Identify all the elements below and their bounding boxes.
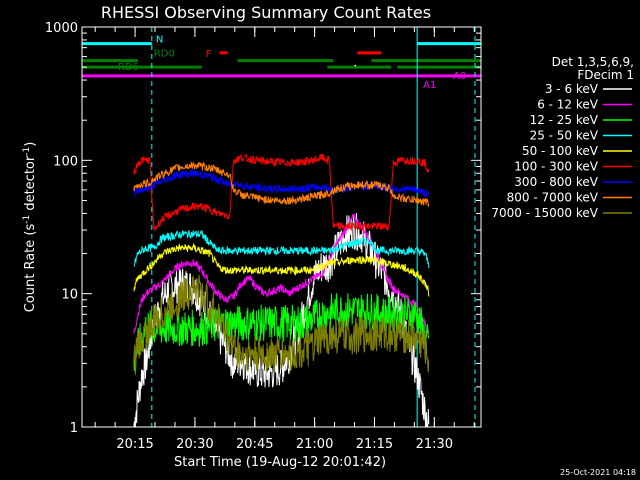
legend-header-line: Det 1,3,5,6,9, bbox=[552, 55, 634, 69]
flag-label-rd6: RD6 bbox=[118, 62, 139, 73]
legend-header-line: FDecim 1 bbox=[577, 68, 634, 82]
y-tick-label: 10 bbox=[61, 288, 78, 303]
legend-entry-label: 6 - 12 keV bbox=[537, 98, 599, 112]
chart-title: RHESSI Observing Summary Count Rates bbox=[101, 3, 431, 22]
series-line-8 bbox=[133, 161, 430, 207]
legend-entry-label: 25 - 50 keV bbox=[530, 129, 599, 143]
flag-label-n: N bbox=[156, 35, 163, 46]
flag-label-f: F bbox=[206, 49, 212, 60]
legend-entry-label: 300 - 800 keV bbox=[514, 175, 598, 189]
flag-label-a1: A1 bbox=[423, 80, 436, 91]
y-label-end: ) bbox=[23, 142, 38, 147]
legend-entry-label: 50 - 100 keV bbox=[522, 144, 599, 158]
y-tick-label: 1 bbox=[70, 421, 78, 436]
y-label-sup1: -1 bbox=[22, 215, 32, 224]
series-layer bbox=[133, 153, 430, 428]
series-line-2 bbox=[133, 213, 430, 335]
legend-entry-label: 7000 - 15000 keV bbox=[491, 206, 598, 220]
plot-frame bbox=[81, 26, 482, 428]
y-axis-label: Count Rate (s-1 detector-1) bbox=[22, 142, 38, 313]
series-line-3 bbox=[133, 293, 430, 372]
y-label-main: Count Rate (s bbox=[23, 224, 38, 313]
series-line-7 bbox=[133, 167, 430, 199]
flag-label-rd0: RD0 bbox=[154, 49, 175, 60]
legend-entry-label: 12 - 25 keV bbox=[530, 113, 599, 127]
y-tick-label: 100 bbox=[53, 154, 78, 169]
y-axis-ticks: 1 10 100 1000 bbox=[45, 21, 481, 436]
x-axis-label: Start Time (19-Aug-12 20:01:42) bbox=[174, 455, 386, 470]
y-label-sup2: -1 bbox=[22, 147, 32, 156]
legend: Det 1,3,5,6,9,FDecim 13 - 6 keV 6 - 12 ke… bbox=[491, 55, 634, 220]
legend-entry-label: 100 - 300 keV bbox=[514, 160, 598, 174]
footer-date: 25-Oct-2021 04:18 bbox=[560, 468, 636, 477]
x-tick-label: 20:45 bbox=[236, 437, 273, 452]
series-line-4 bbox=[133, 229, 430, 269]
series-line-6 bbox=[133, 153, 430, 232]
x-tick-label: 21:15 bbox=[356, 437, 393, 452]
flag-bars: N F RD0 RD6 A1 A0 bbox=[82, 35, 481, 91]
x-tick-label: 21:00 bbox=[296, 437, 333, 452]
legend-entry-label: 3 - 6 keV bbox=[545, 82, 599, 96]
x-axis-ticks: 20:15 20:30 20:45 21:00 21:15 21:30 bbox=[94, 27, 475, 452]
legend-entry-label: 800 - 7000 keV bbox=[507, 191, 599, 205]
x-tick-label: 20:30 bbox=[176, 437, 213, 452]
y-label-mid: detector bbox=[23, 155, 38, 215]
series-line-9 bbox=[133, 274, 430, 375]
x-tick-label: 21:30 bbox=[416, 437, 453, 452]
y-tick-label: 1000 bbox=[45, 21, 78, 36]
x-tick-label: 20:15 bbox=[116, 437, 153, 452]
flag-marker-dot bbox=[354, 64, 357, 67]
series-line-5 bbox=[133, 242, 430, 297]
flag-label-a0: A0 bbox=[453, 71, 466, 82]
